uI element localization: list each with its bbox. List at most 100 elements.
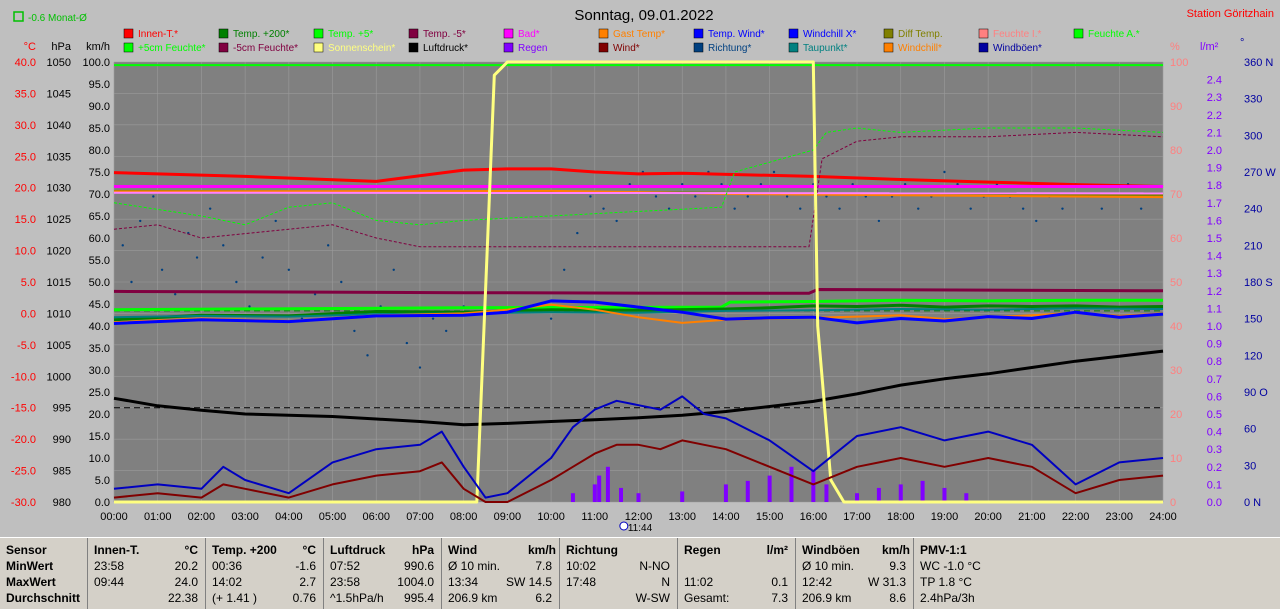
tick-label: 150 <box>1244 314 1262 326</box>
series-line <box>113 131 1164 248</box>
direction-point <box>121 244 124 247</box>
stat-column: Regen l/m² 11:02 0.1 Gesamt: 7.3 <box>678 538 796 609</box>
legend-label: -5cm Feuchte* <box>233 43 298 54</box>
legend-item: Temp. Wind* <box>693 28 765 40</box>
legend-item: Windchill X* <box>788 28 856 40</box>
stat-value: 7.3 <box>771 591 788 605</box>
stat-row: 206.9 km 8.6 <box>802 590 907 606</box>
tick-label: 10.0 <box>89 453 110 465</box>
direction-point <box>589 195 592 198</box>
direction-point <box>195 256 199 259</box>
stat-time: 23:58 <box>330 575 361 589</box>
tick-label: 75.0 <box>89 167 110 179</box>
x-tick-label: 04:00 <box>275 511 303 523</box>
rain-bar <box>745 480 750 502</box>
stat-row: 206.9 km 6.2 <box>448 590 553 606</box>
rain-bar <box>619 487 624 502</box>
stat-title: Wind <box>448 543 478 557</box>
stat-header: Temp. +200 °C <box>212 542 317 558</box>
axis-label: °C <box>24 41 36 53</box>
stat-value: 990.6 <box>403 559 434 573</box>
stat-row: 23:58 20.2 <box>94 558 199 574</box>
axes: °C 40.0 35.0 30.0 25.0 20.0 15.0 10.0 5.0 0.0 -5.0… <box>11 37 1276 509</box>
stat-title: Richtung <box>566 543 618 557</box>
rain-bars <box>570 466 969 502</box>
station-name: Station Göritzhain <box>1187 8 1274 20</box>
legend-item: Feuchte A.* <box>1073 28 1140 40</box>
legend-item: Innen-T.* <box>123 28 178 40</box>
direction-point <box>956 183 959 186</box>
tick-label: 1.9 <box>1207 163 1222 175</box>
direction-point <box>694 195 697 198</box>
tick-label: 1.5 <box>1207 233 1222 245</box>
legend-swatch <box>883 42 894 53</box>
stat-row: 09:44 24.0 <box>94 574 199 590</box>
legend-label: Taupunkt* <box>803 43 848 54</box>
direction-point <box>366 354 369 357</box>
tick-label: 0.0 <box>21 308 36 320</box>
direction-point <box>969 207 972 210</box>
direction-point <box>877 219 881 223</box>
direction-point <box>681 183 684 186</box>
stat-value: 20.2 <box>174 559 198 573</box>
stat-value: N-NO <box>639 559 670 573</box>
tick-label: 1030 <box>47 183 71 195</box>
tick-label: 0 <box>1170 497 1176 509</box>
legend-item: Bad* <box>503 28 540 40</box>
tick-label: 1040 <box>47 120 71 132</box>
axis-label: l/m² <box>1200 41 1219 53</box>
legend-swatch <box>123 42 134 53</box>
direction-point <box>405 341 409 345</box>
stat-time: 10:02 <box>566 559 597 573</box>
tick-label: 0.5 <box>1207 409 1222 421</box>
tick-label: 240 <box>1244 204 1262 216</box>
stat-title: Temp. +200 <box>212 543 277 557</box>
stat-time: ^1.5hPa/h <box>330 591 384 605</box>
direction-point <box>576 231 579 235</box>
stat-unit: km/h <box>882 543 911 557</box>
stat-row: (+ 1.41 ) 0.76 <box>212 590 317 606</box>
legend-item: Taupunkt* <box>788 42 848 54</box>
tick-label: 120 <box>1244 350 1262 362</box>
stat-time: TP 1.8 °C <box>920 575 972 589</box>
stat-row: Ø 10 min. 9.3 <box>802 558 907 574</box>
stat-value: 24.0 <box>174 575 198 589</box>
direction-point <box>392 268 395 271</box>
x-tick-label: 01:00 <box>144 511 172 523</box>
x-tick-label: 10:00 <box>537 511 565 523</box>
x-tick-label: 03:00 <box>231 511 259 523</box>
x-tick-label: 19:00 <box>931 511 959 523</box>
direction-point <box>208 207 212 210</box>
axis-label: km/h <box>86 41 110 53</box>
x-tick-label: 20:00 <box>974 511 1002 523</box>
legend-swatch <box>408 42 419 53</box>
direction-point <box>549 317 553 320</box>
series-line <box>113 299 1164 325</box>
direction-point <box>733 207 736 210</box>
legend-label: Temp. -5* <box>423 29 466 40</box>
tick-label: 990 <box>53 434 71 446</box>
x-tick-label: 14:00 <box>712 511 740 523</box>
direction-point <box>746 195 749 198</box>
direction-point <box>235 280 238 284</box>
stat-row: 23:58 1004.0 <box>330 574 435 590</box>
direction-point <box>602 207 605 210</box>
tick-label: 25.0 <box>15 151 36 163</box>
stat-title: Regen <box>684 543 721 557</box>
direction-point <box>903 183 907 186</box>
stat-time: 17:48 <box>566 575 597 589</box>
tick-label: 55.0 <box>89 255 110 267</box>
rain-bar <box>592 484 597 502</box>
legend-label: Wind* <box>613 43 640 54</box>
legend-swatch <box>408 28 419 39</box>
stat-time: 11:02 <box>684 575 714 589</box>
x-tick-label: 16:00 <box>800 511 828 523</box>
stat-time: 2.4hPa/3h <box>920 591 975 605</box>
stat-header: Regen l/m² <box>684 542 789 558</box>
legend-swatch <box>978 28 989 39</box>
stat-unit: hPa <box>411 543 434 557</box>
tick-label: 360 N <box>1244 57 1273 69</box>
weather-chart: Sonntag, 09.01.2022 Station Göritzhain -… <box>10 7 1277 534</box>
tick-label: 1015 <box>47 277 71 289</box>
stat-value: 995.4 <box>403 591 434 605</box>
